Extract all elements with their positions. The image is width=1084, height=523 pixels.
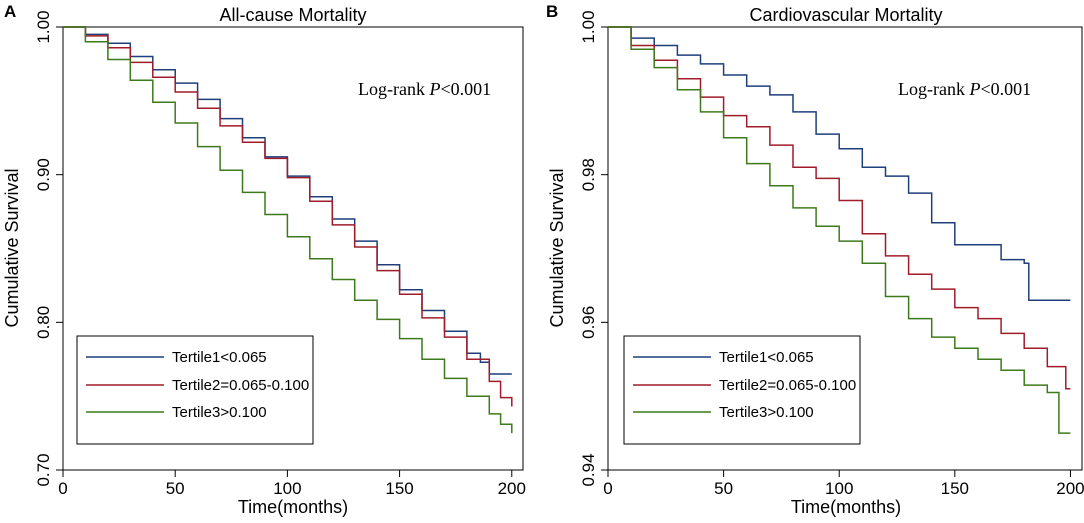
logrank-prefix-a: Log-rank [358, 79, 429, 99]
panel-label-b: B [546, 2, 558, 21]
x-tick-label-a-1: 50 [166, 479, 185, 498]
logrank-value-a: <0.001 [440, 79, 491, 99]
series-group-b [608, 26, 1071, 434]
x-tick-label-a-3: 150 [385, 479, 413, 498]
x-tick-label-a-0: 0 [58, 479, 67, 498]
x-axis-label-b: Time(months) [791, 497, 901, 517]
plot-frame-a [62, 26, 524, 471]
legend-label-tertile1-a: Tertile1<0.065 [172, 349, 267, 366]
chart-title-b: Cardiovascular Mortality [749, 5, 942, 25]
panel-b: B Cardiovascular Mortality 0 50 100 150 2000… [546, 2, 1084, 517]
x-tick-label-a-4: 200 [498, 479, 526, 498]
logrank-p-a: P [428, 79, 440, 99]
y-tick-label-b-0: 0.94 [579, 453, 598, 486]
x-tick-label-b-4: 200 [1056, 479, 1084, 498]
plot-frame-b [607, 26, 1083, 471]
panel-label-a: A [4, 2, 16, 21]
legend-label-tertile1-b: Tertile1<0.065 [719, 349, 814, 366]
panel-a: A All-cause Mortality 0 50 100 150 200 0.70 0.… [2, 2, 526, 517]
y-axis-label-b: Cumulative Survival [547, 168, 567, 327]
legend-b: Tertile1<0.065 Tertile2=0.065-0.100 Tert… [623, 335, 861, 445]
x-tick-label-b-0: 0 [603, 479, 612, 498]
legend-label-tertile3-a: Tertile3>0.100 [172, 404, 267, 421]
y-tick-label-a-1: 0.80 [34, 306, 53, 339]
logrank-p-b: P [968, 79, 980, 99]
y-tick-label-a-0: 0.70 [34, 453, 53, 486]
x-tick-label-a-2: 100 [273, 479, 301, 498]
y-tick-label-a-2: 0.90 [34, 158, 53, 191]
legend-label-tertile3-b: Tertile3>0.100 [719, 404, 814, 421]
y-tick-label-b-3: 1.00 [579, 10, 598, 43]
legend-label-tertile2-b: Tertile2=0.065-0.100 [719, 377, 856, 394]
x-tick-label-b-3: 150 [941, 479, 969, 498]
axes-a: 0 50 100 150 200 0.70 0.80 0.90 1.00 [34, 10, 526, 498]
chart-title-a: All-cause Mortality [219, 5, 366, 25]
logrank-annotation-a: Log-rank P<0.001 [358, 79, 491, 99]
logrank-annotation-b: Log-rank P<0.001 [898, 79, 1031, 99]
series-line-tertile1-b [608, 26, 1071, 301]
series-line-tertile2-a [63, 26, 513, 407]
series-line-tertile1-a [63, 26, 512, 375]
y-tick-label-b-2: 0.98 [579, 158, 598, 191]
logrank-value-b: <0.001 [980, 79, 1031, 99]
series-line-tertile2-b [608, 26, 1071, 390]
axes-b: 0 50 100 150 200 0.94 0.96 0.98 1.00 [579, 10, 1084, 498]
x-axis-label-a: Time(months) [238, 497, 348, 517]
series-group-a [63, 26, 513, 434]
legend-box-b [623, 335, 861, 445]
x-tick-label-b-2: 100 [825, 479, 853, 498]
legend-label-tertile2-a: Tertile2=0.065-0.100 [172, 377, 309, 394]
y-tick-label-b-1: 0.96 [579, 306, 598, 339]
x-tick-label-b-1: 50 [714, 479, 733, 498]
logrank-prefix-b: Log-rank [898, 79, 969, 99]
legend-box-a [76, 335, 314, 445]
series-line-tertile3-a [63, 26, 513, 434]
y-tick-label-a-3: 1.00 [34, 10, 53, 43]
y-axis-label-a: Cumulative Survival [2, 168, 22, 327]
legend-a: Tertile1<0.065 Tertile2=0.065-0.100 Tert… [76, 335, 314, 445]
series-line-tertile3-b [608, 26, 1071, 434]
